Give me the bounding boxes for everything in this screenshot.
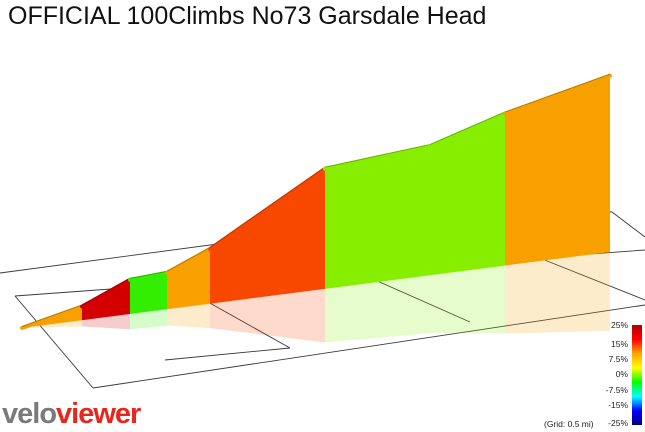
gradient-segment — [325, 146, 430, 289]
grid-line — [611, 211, 645, 238]
gradient-segment — [505, 75, 610, 266]
grid-line — [374, 279, 471, 323]
gradient-segment — [210, 168, 325, 304]
segment-top-edge — [20, 304, 84, 330]
segment-top-shadow — [21, 304, 83, 327]
segment-reflection — [82, 314, 130, 330]
segment-reflection — [130, 309, 167, 330]
segment-reflection — [430, 265, 505, 334]
legend-label: 0% — [615, 369, 628, 379]
legend-label: -25% — [608, 418, 628, 428]
gradient-segment — [82, 279, 130, 321]
segment-top-edge — [128, 270, 169, 282]
gradient-segment — [167, 248, 210, 310]
segment-reflection — [505, 252, 610, 334]
logo-viewer: viewer — [56, 398, 141, 430]
grid-scale-note: (Grid: 0.5 mi) — [544, 419, 594, 429]
gradient-segment — [130, 272, 167, 315]
segment-top-edge — [323, 144, 432, 171]
legend-label: 25% — [610, 320, 628, 330]
profile-segments — [22, 75, 610, 328]
segment-reflection — [22, 320, 82, 328]
segment-reflection — [167, 303, 210, 329]
segment-top-shadow — [429, 111, 506, 146]
segment-top-edge — [80, 277, 132, 309]
segment-top-shadow — [209, 166, 326, 248]
segment-top-shadow — [81, 277, 131, 306]
legend-label: 15% — [610, 339, 628, 349]
segment-top-shadow — [324, 144, 431, 168]
segment-top-edge — [208, 166, 327, 251]
gradient-legend-bar — [632, 325, 642, 425]
segment-top-shadow — [129, 270, 168, 279]
segment-top-shadow — [166, 247, 211, 272]
legend-label: -15% — [608, 400, 628, 410]
profile-reflection — [22, 252, 610, 343]
grid-line — [207, 301, 291, 349]
segment-reflection — [210, 288, 325, 343]
legend-label: 7.5% — [608, 354, 628, 364]
segment-top-shadow — [504, 73, 611, 113]
grid-line — [536, 256, 645, 301]
grid-line — [14, 295, 94, 389]
profile-top-edge — [20, 73, 612, 330]
legend-label: -7.5% — [605, 385, 628, 395]
logo-velo: velo — [2, 398, 57, 430]
grid-line — [164, 347, 291, 361]
veloviewer-logo: veloviewer — [2, 398, 141, 431]
segment-top-edge — [503, 73, 612, 116]
segment-top-edge — [428, 111, 507, 149]
gradient-segment — [430, 113, 505, 276]
chart-title: OFFICIAL 100Climbs No73 Garsdale Head — [8, 2, 487, 30]
segment-top-edge — [165, 246, 212, 275]
grid-line — [92, 304, 645, 389]
segment-reflection — [325, 275, 430, 343]
